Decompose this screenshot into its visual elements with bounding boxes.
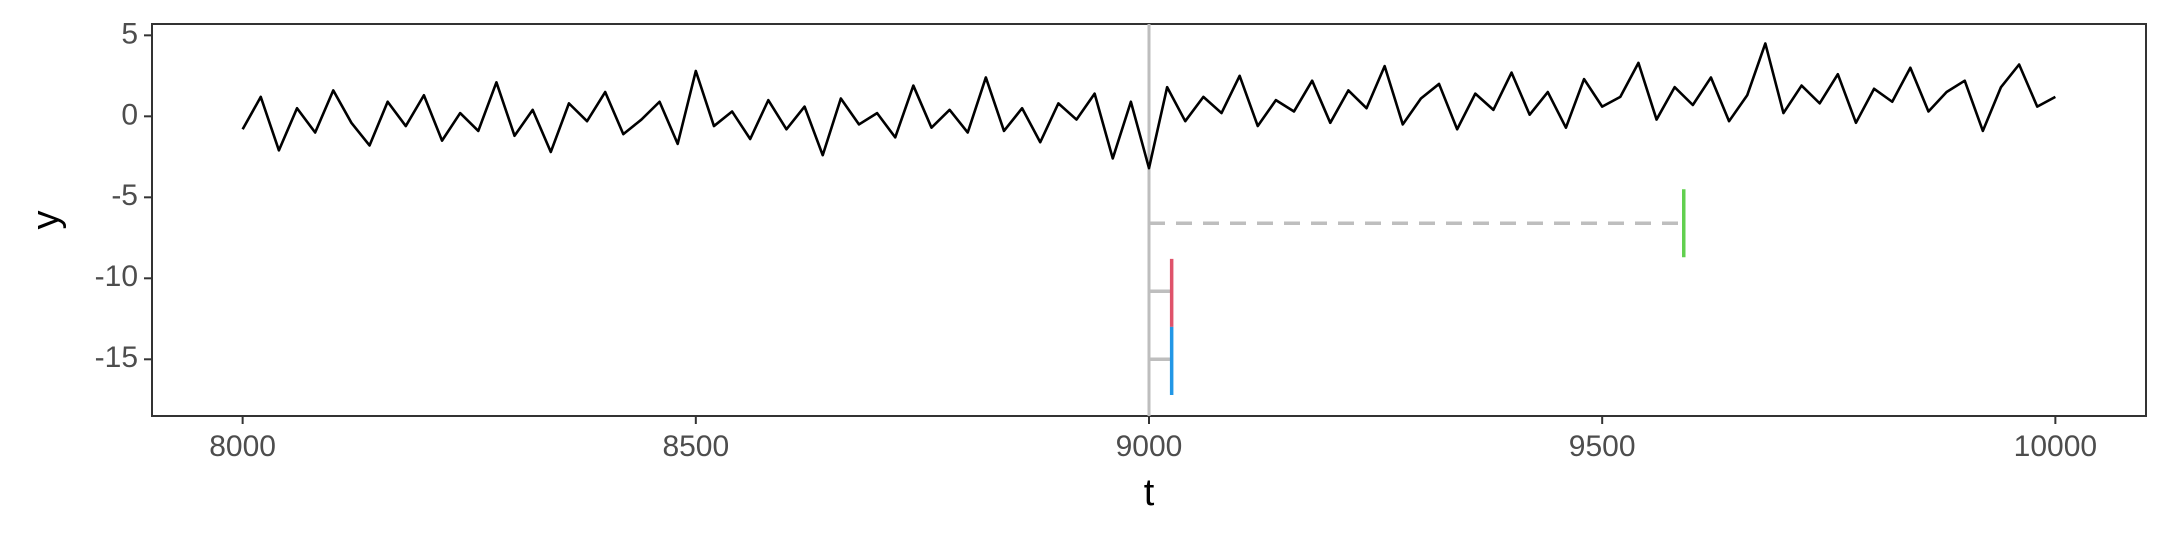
series-line <box>241 42 2056 170</box>
y-tick-label: -5 <box>111 179 138 212</box>
x-tick-label: 10000 <box>2014 430 2097 463</box>
y-axis-title: y <box>25 211 67 230</box>
x-tick-label: 9500 <box>1569 430 1636 463</box>
x-axis-title: t <box>1144 472 1155 514</box>
x-tick-label: 8000 <box>209 430 276 463</box>
y-tick-label: -15 <box>95 341 138 374</box>
x-tick-label: 9000 <box>1116 430 1183 463</box>
x-tick-label: 8500 <box>662 430 729 463</box>
y-tick-label: -10 <box>95 260 138 293</box>
y-tick-label: 0 <box>121 98 138 131</box>
y-tick-label: 5 <box>121 17 138 50</box>
